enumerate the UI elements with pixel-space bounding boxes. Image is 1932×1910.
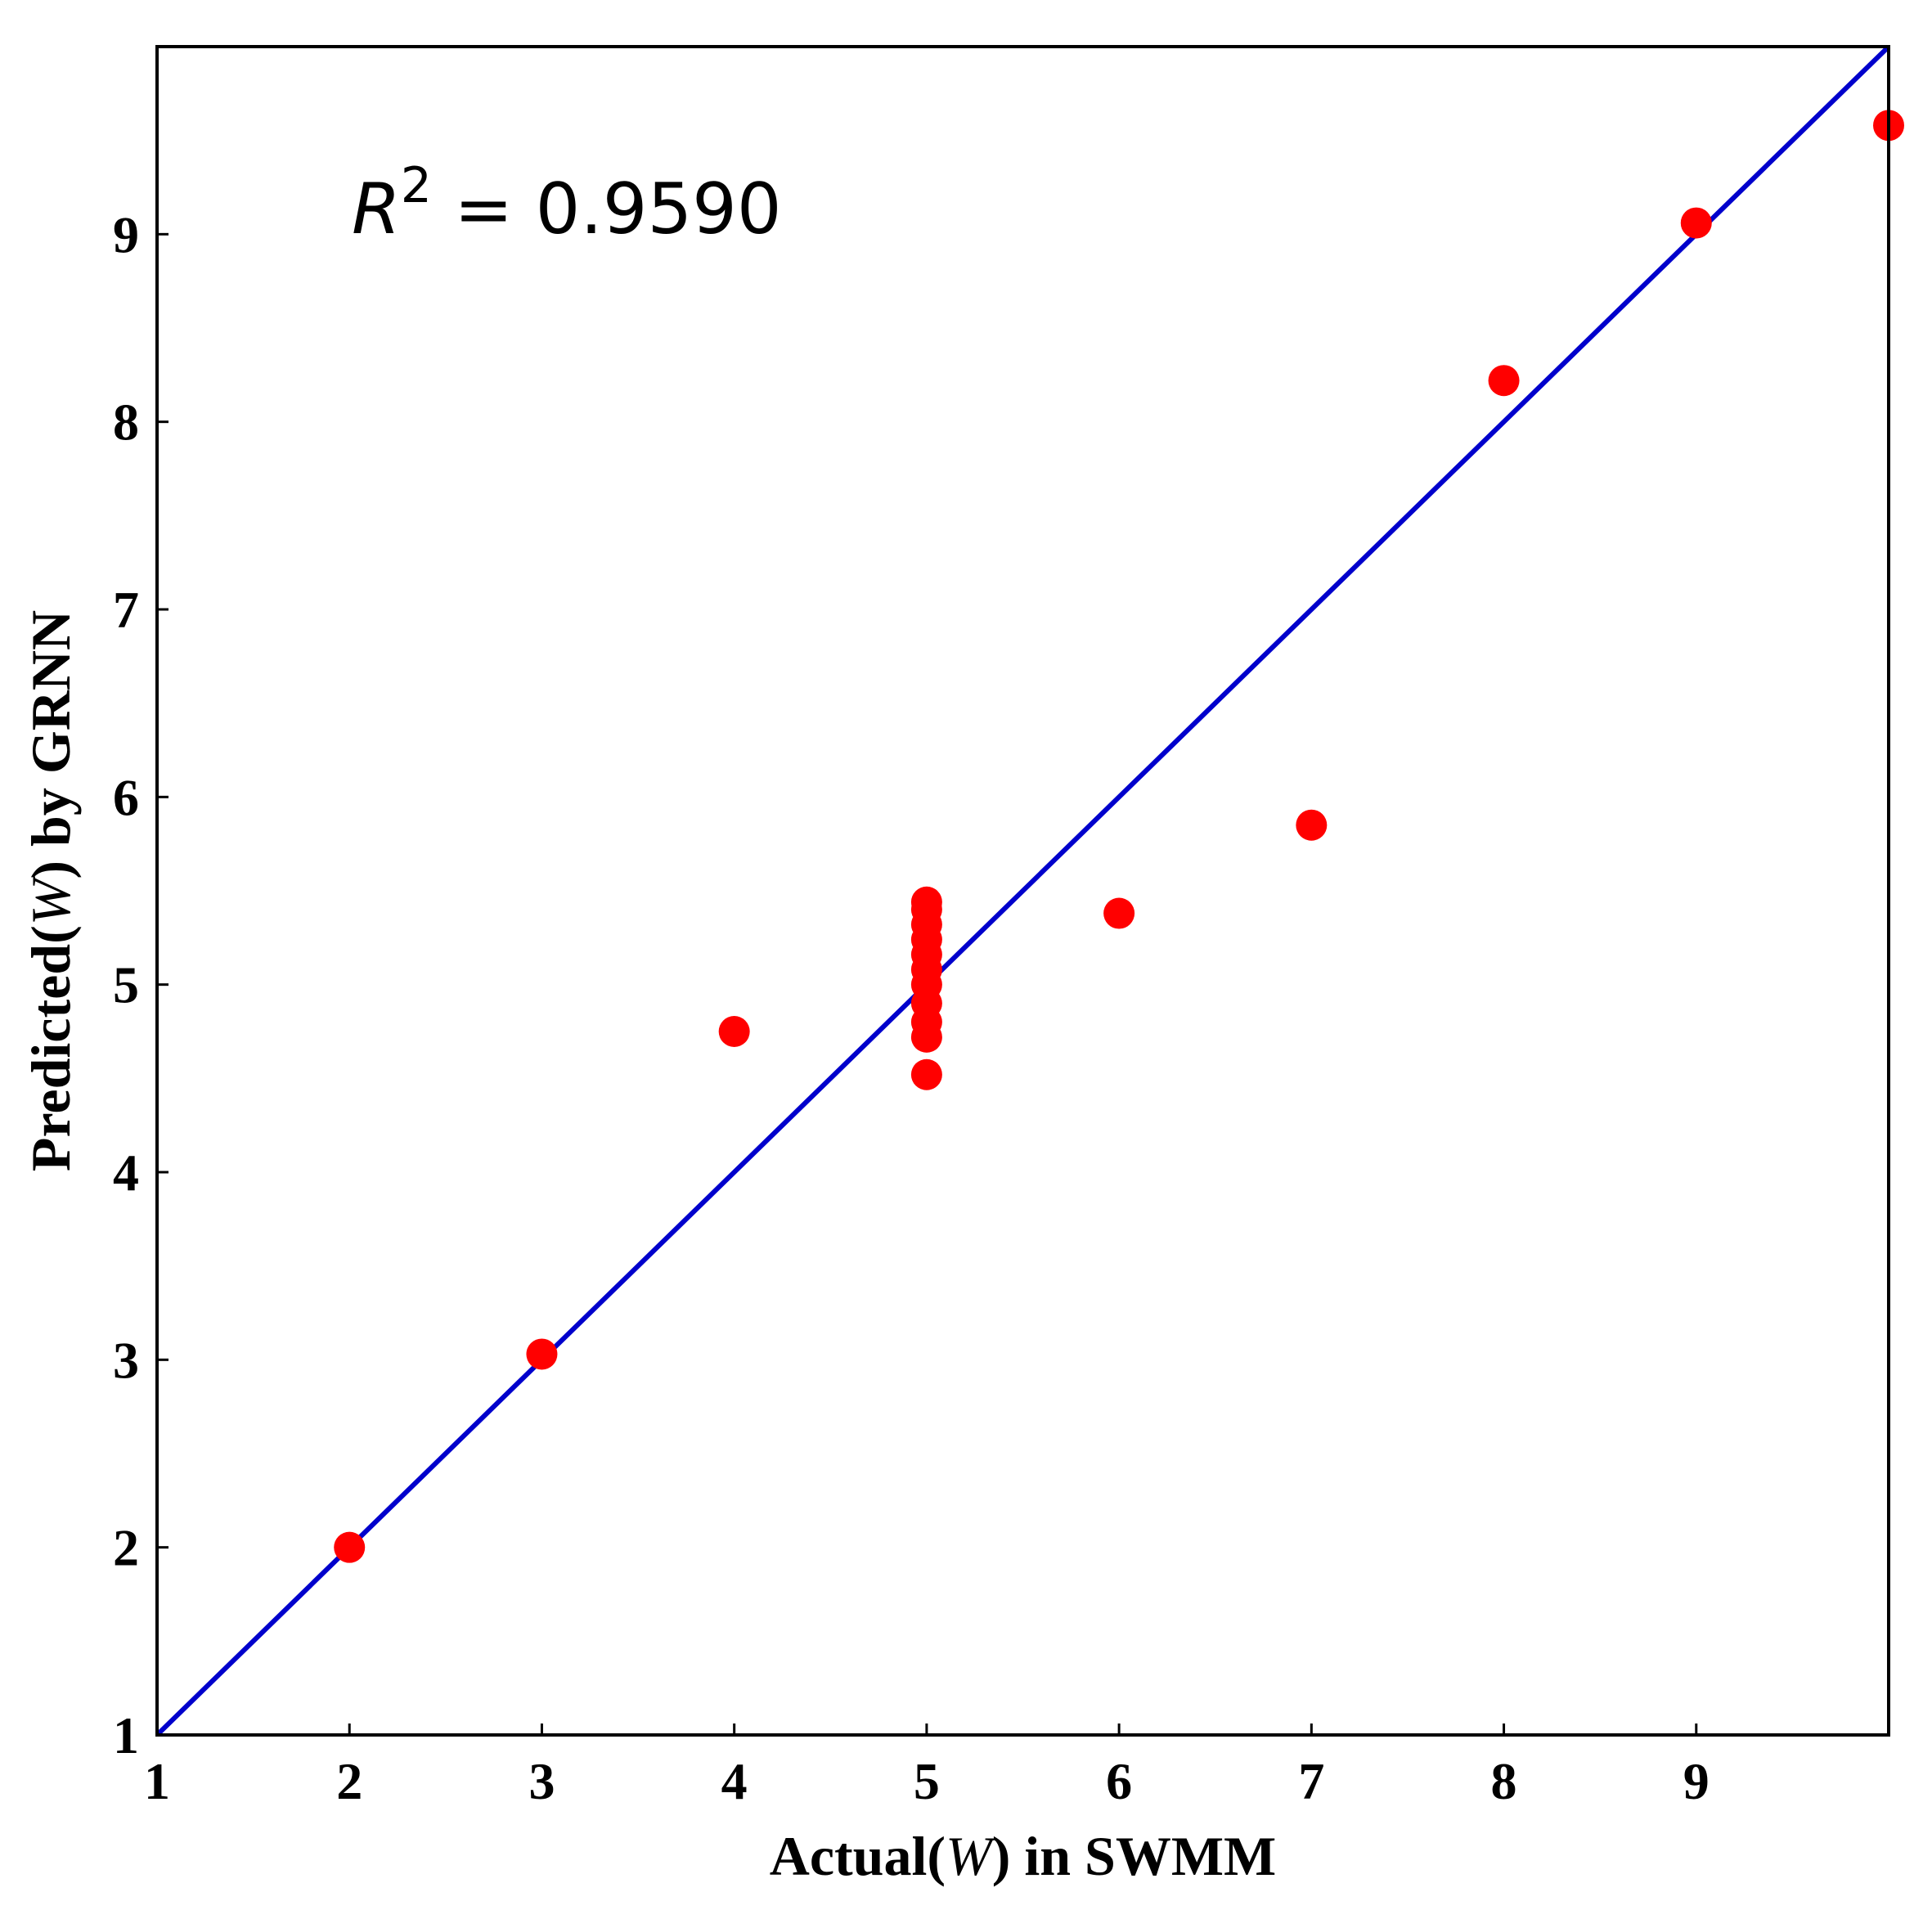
x-tick-label: 5 bbox=[914, 1752, 940, 1810]
x-tick-label: 4 bbox=[721, 1752, 748, 1810]
data-point bbox=[1103, 897, 1135, 929]
r-squared-value: = 0.9590 bbox=[432, 169, 782, 250]
y-axis-label: Predicted(W) by GRNN bbox=[20, 610, 82, 1171]
r-squared-exponent: 2 bbox=[401, 157, 432, 214]
x-tick-label: 9 bbox=[1683, 1752, 1710, 1810]
x-axis-label-suffix: ) in SWMM bbox=[992, 1825, 1277, 1887]
y-tick-label: 8 bbox=[113, 393, 139, 452]
data-point bbox=[526, 1338, 558, 1370]
data-point bbox=[1680, 207, 1712, 239]
data-point bbox=[910, 1058, 942, 1090]
x-tick-label: 1 bbox=[144, 1752, 170, 1810]
y-tick-label: 6 bbox=[113, 768, 139, 826]
r-squared-annotation: R2 = 0.9590 bbox=[352, 157, 782, 250]
data-point bbox=[1488, 365, 1520, 397]
x-axis-label-prefix: Actual( bbox=[770, 1825, 946, 1887]
x-tick-label: 6 bbox=[1106, 1752, 1132, 1810]
data-point bbox=[718, 1016, 750, 1047]
x-axis-label-var: W bbox=[946, 1825, 996, 1887]
x-tick-label: 8 bbox=[1491, 1752, 1517, 1810]
data-points bbox=[334, 110, 1904, 1563]
data-point bbox=[1296, 809, 1328, 841]
x-tick-label: 2 bbox=[336, 1752, 362, 1810]
plot-frame bbox=[155, 45, 1890, 1737]
x-tick-label: 7 bbox=[1298, 1752, 1324, 1810]
axis-tick-labels: 1 2 3 4 5 6 7 8 9 1 2 3 4 5 6 7 8 9 bbox=[113, 205, 1710, 1810]
y-tick-label: 7 bbox=[113, 581, 139, 639]
r-squared-var: R bbox=[352, 169, 401, 250]
y-axis-label-prefix: Predicted( bbox=[20, 925, 82, 1171]
y-tick-label: 3 bbox=[113, 1331, 139, 1389]
y-tick-label: 5 bbox=[113, 956, 139, 1014]
axis-ticks bbox=[155, 232, 1698, 1737]
fit-line-group bbox=[155, 44, 1891, 1737]
y-tick-label: 2 bbox=[113, 1519, 139, 1577]
x-tick-label: 3 bbox=[528, 1752, 555, 1810]
identity-line bbox=[155, 44, 1891, 1737]
y-tick-label: 9 bbox=[113, 205, 139, 263]
y-axis-label-var: W bbox=[20, 874, 82, 925]
y-axis-label-suffix: ) by GRNN bbox=[20, 610, 82, 879]
data-point bbox=[910, 886, 942, 918]
data-point bbox=[334, 1531, 366, 1563]
y-tick-label: 4 bbox=[113, 1144, 139, 1202]
y-tick-label: 1 bbox=[113, 1706, 139, 1764]
x-axis-label: Actual(W) in SWMM bbox=[770, 1825, 1277, 1887]
